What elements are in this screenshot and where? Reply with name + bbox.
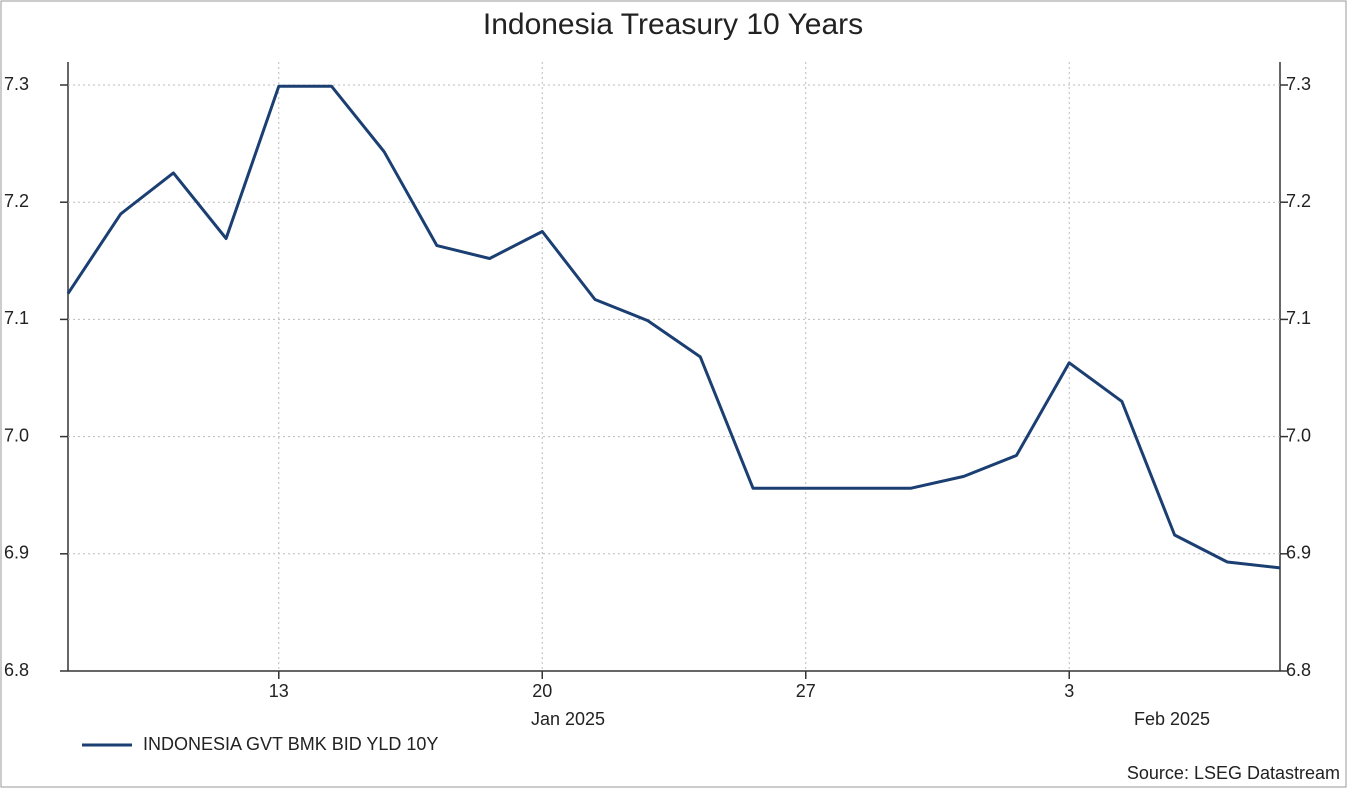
- y2-tick-label: 7.3: [1286, 74, 1311, 94]
- series-line: [66, 84, 1281, 570]
- x-tick-label: 3: [1064, 681, 1074, 701]
- y2-tick-label: 6.8: [1286, 660, 1311, 680]
- legend-label: INDONESIA GVT BMK BID YLD 10Y: [143, 734, 438, 754]
- x-period-label: Jan 2025: [531, 709, 605, 729]
- y2-tick-label: 7.1: [1286, 308, 1311, 328]
- source: Source: LSEG Datastream: [1127, 763, 1340, 783]
- y2-tick-label: 7.2: [1286, 191, 1311, 211]
- y2-tick-label: 6.9: [1286, 543, 1311, 563]
- y-tick-label: 7.2: [4, 191, 29, 211]
- x-tick-label: 27: [796, 681, 816, 701]
- y-tick-label: 7.1: [4, 308, 29, 328]
- x-tick-label: 13: [269, 681, 289, 701]
- y-tick-label: 7.3: [4, 74, 29, 94]
- y-tick-label: 6.9: [4, 543, 29, 563]
- y-tick-label: 7.0: [4, 425, 29, 445]
- y2-tick-label: 7.0: [1286, 425, 1311, 445]
- y-tick-label: 6.8: [4, 660, 29, 680]
- chart-title: Indonesia Treasury 10 Years: [483, 8, 863, 41]
- x-tick-label: 20: [532, 681, 552, 701]
- x-period-label: Feb 2025: [1134, 709, 1210, 729]
